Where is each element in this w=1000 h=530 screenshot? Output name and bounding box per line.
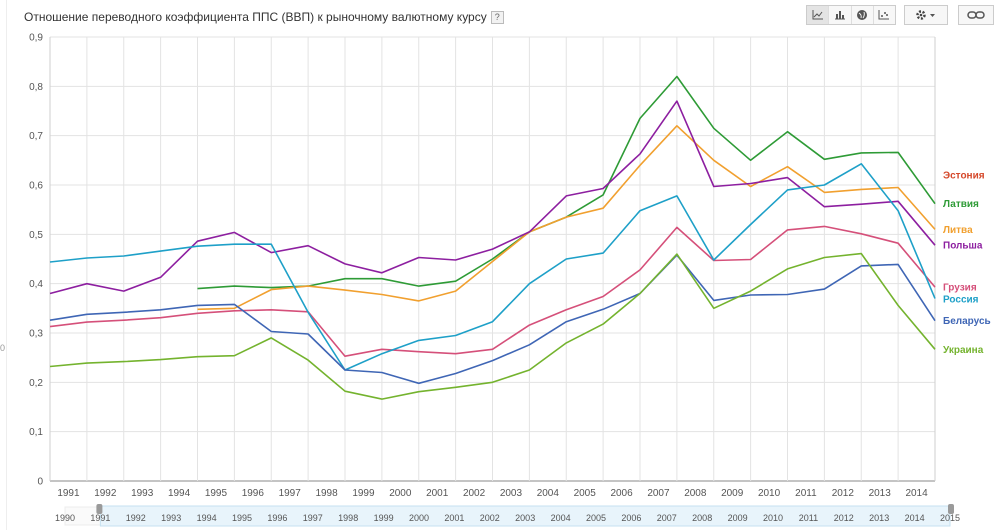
navigator-tick-label: 1991	[90, 513, 110, 523]
legend-item-3: Польша	[943, 241, 983, 252]
scatter-chart-icon[interactable]	[874, 6, 895, 24]
x-tick-label: 2007	[647, 488, 670, 499]
x-tick-label: 1995	[205, 488, 228, 499]
navigator-handle-left	[96, 504, 103, 514]
legend-item-4: Грузия	[943, 283, 977, 294]
y-tick-label: 0,1	[29, 427, 43, 438]
y-tick-label: 0,6	[29, 181, 43, 192]
y-tick-label: 0,8	[29, 82, 43, 93]
x-tick-label: 1999	[352, 488, 375, 499]
series-line-5	[49, 163, 936, 371]
legend-item-0: Эстония	[943, 171, 985, 182]
x-tick-label: 2014	[905, 488, 928, 499]
navigator-tick-label: 2008	[692, 513, 712, 523]
x-tick-label: 2001	[426, 488, 449, 499]
chart-view-switcher	[806, 5, 896, 25]
navigator-tick-label: 1994	[197, 513, 217, 523]
y-axis-ticks: 0 0,1 0,2 0,3 0,4 0,5 0,6 0,7 0,8 0,9	[29, 33, 43, 488]
navigator-window	[99, 505, 951, 527]
settings-button[interactable]	[904, 5, 948, 25]
x-tick-label: 1992	[94, 488, 117, 499]
navigator-tick-label: 2014	[905, 513, 925, 523]
x-tick-label: 1996	[242, 488, 265, 499]
x-tick-label: 2003	[500, 488, 523, 499]
navigator-tick-label: 1997	[303, 513, 323, 523]
y-tick-label: 0,3	[29, 329, 43, 340]
series-line-3	[49, 100, 936, 295]
y-tick-label: 0,5	[29, 230, 43, 241]
chart-series[interactable]	[49, 75, 936, 400]
y-tick-label: 0	[37, 477, 43, 488]
navigator-tick-label: 2011	[799, 513, 818, 523]
navigator-tick-label: 1995	[232, 513, 252, 523]
navigator-tick-label: 2004	[551, 513, 571, 523]
navigator-tick-label: 2007	[657, 513, 677, 523]
y-tick-label: 0,2	[29, 378, 43, 389]
series-line-6	[49, 254, 936, 385]
x-tick-label: 2009	[721, 488, 744, 499]
navigator-tick-label: 1990	[55, 513, 75, 523]
legend-item-2: Литва	[943, 225, 973, 236]
x-tick-label: 2011	[795, 488, 817, 499]
globe-icon[interactable]	[852, 6, 874, 24]
bar-chart-icon[interactable]	[829, 6, 852, 24]
navigator-tick-label: 2003	[515, 513, 535, 523]
x-tick-label: 1994	[168, 488, 191, 499]
navigator-tick-label: 1999	[374, 513, 394, 523]
legend-item-5: Россия	[943, 295, 979, 306]
x-tick-label: 2000	[389, 488, 412, 499]
x-tick-label: 1991	[57, 488, 80, 499]
chart-title: Отношение переводного коэффициента ППС (…	[24, 10, 504, 24]
navigator-tick-label: 1996	[267, 513, 287, 523]
series-line-7	[49, 252, 936, 400]
x-tick-label: 2013	[869, 488, 892, 499]
x-tick-label: 1998	[315, 488, 338, 499]
navigator-tick-label: 2001	[444, 513, 464, 523]
x-tick-label: 1993	[131, 488, 154, 499]
gear-icon	[915, 9, 937, 21]
series-line-2	[197, 125, 936, 311]
y-tick-label: 0,7	[29, 131, 43, 142]
left-panel-edge	[0, 0, 7, 530]
x-tick-label: 2010	[758, 488, 781, 499]
share-link-button[interactable]	[958, 5, 994, 25]
help-icon[interactable]: ?	[490, 11, 504, 24]
navigator-handle-right	[948, 504, 954, 514]
x-tick-label: 1997	[279, 488, 302, 499]
navigator-tick-label: 2006	[621, 513, 641, 523]
link-icon	[967, 11, 985, 19]
navigator-tick-label: 2015	[940, 513, 960, 523]
x-axis-ticks: 1991 1992 1993 1994 1995 1996 1997 1998 1999 2000…	[57, 488, 928, 499]
chart-title-text: Отношение переводного коэффициента ППС (…	[24, 10, 487, 24]
x-tick-label: 2002	[463, 488, 486, 499]
navigator-tick-label: 2012	[834, 513, 854, 523]
chart-grid	[49, 36, 936, 482]
navigator-tick-label: 2000	[409, 513, 429, 523]
x-tick-label: 2005	[574, 488, 597, 499]
x-tick-label: 2008	[684, 488, 707, 499]
navigator-tick-label: 1993	[161, 513, 181, 523]
y-tick-label: 0,4	[29, 279, 43, 290]
x-tick-label: 2012	[832, 488, 855, 499]
x-tick-label: 2004	[537, 488, 560, 499]
edge-mark: 0	[0, 343, 6, 353]
navigator-tick-label: 2009	[728, 513, 748, 523]
time-navigator[interactable]: 1990 1991 1992 1993 1994 1995 1996 1997 1998 1999…	[55, 504, 960, 527]
navigator-tick-label: 2013	[869, 513, 889, 523]
legend-item-6: Беларусь	[943, 316, 991, 327]
x-tick-label: 2006	[610, 488, 633, 499]
navigator-tick-label: 2005	[586, 513, 606, 523]
legend-item-1: Латвия	[943, 199, 979, 210]
series-line-4	[49, 225, 936, 357]
navigator-tick-label: 1992	[126, 513, 146, 523]
navigator-tick-label: 2002	[480, 513, 500, 523]
y-tick-label: 0,9	[29, 33, 43, 44]
navigator-tick-label: 1998	[338, 513, 358, 523]
legend-item-7: Украина	[943, 345, 984, 356]
line-chart-icon[interactable]	[807, 6, 830, 24]
navigator-tick-label: 2010	[763, 513, 783, 523]
